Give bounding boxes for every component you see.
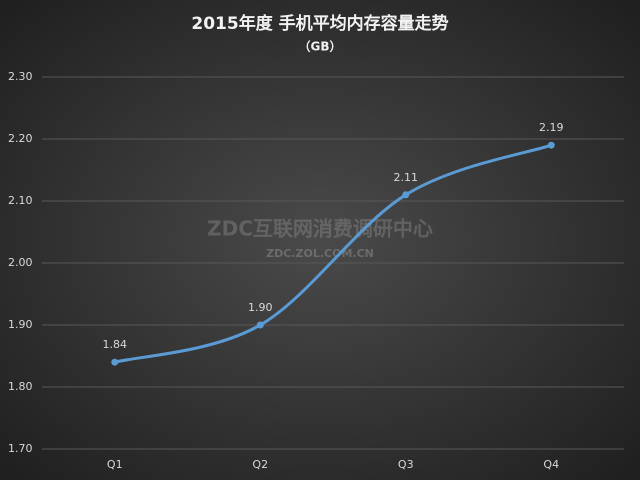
point xyxy=(111,358,119,366)
chart-subtitle: （GB） xyxy=(299,39,342,54)
y-tick-label: 2.00 xyxy=(8,256,33,269)
point xyxy=(547,141,555,149)
data-label: 1.90 xyxy=(248,301,273,314)
x-tick-label: Q4 xyxy=(543,458,559,471)
data-label: 2.19 xyxy=(539,121,564,134)
data-label: 2.11 xyxy=(394,171,419,184)
y-tick-label: 1.70 xyxy=(8,442,33,455)
data-label: 1.84 xyxy=(103,338,128,351)
x-tick-label: Q3 xyxy=(398,458,414,471)
chart-title: 2015年度 手机平均内存容量走势 xyxy=(191,13,448,34)
watermark: ZDC.ZOL.COM.CN xyxy=(266,247,374,260)
line xyxy=(113,143,553,364)
watermark: ZDC互联网消费调研中心 xyxy=(207,217,433,241)
y-tick-label: 1.90 xyxy=(8,318,33,331)
y-tick-label: 2.30 xyxy=(8,70,33,83)
x-tick-label: Q1 xyxy=(107,458,123,471)
point xyxy=(256,321,264,329)
y-tick-label: 1.80 xyxy=(8,380,33,393)
x-tick-label: Q2 xyxy=(252,458,268,471)
y-tick-label: 2.20 xyxy=(8,132,33,145)
point xyxy=(402,191,410,199)
y-tick-label: 2.10 xyxy=(8,194,33,207)
